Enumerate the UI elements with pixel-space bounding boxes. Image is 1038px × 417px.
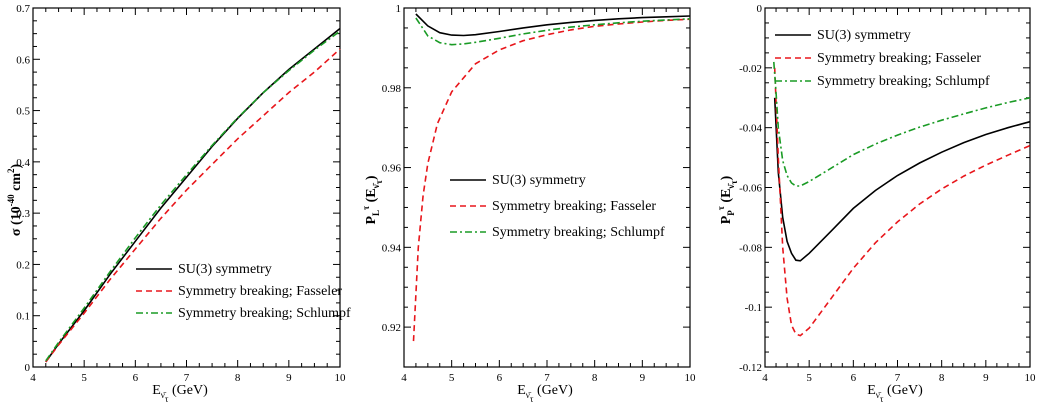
legend-entry-1: SU(3) symmetry xyxy=(178,262,272,277)
x-tick-label: 8 xyxy=(235,372,241,384)
legend: SU(3) symmetry Symmetry breaking; Fassele… xyxy=(136,262,351,321)
series-line-1 xyxy=(45,27,341,363)
series-line-3 xyxy=(45,30,341,362)
x-tick-label: 7 xyxy=(184,372,190,384)
series-line-2 xyxy=(412,18,691,342)
x-tick-label: 4 xyxy=(30,372,36,384)
y-axis-label: PLτ (Eν̄τ) xyxy=(361,175,384,224)
legend: SU(3) symmetry Symmetry breaking; Fassele… xyxy=(450,173,665,240)
legend-entry-3: Symmetry breaking; Schlumpf xyxy=(492,225,665,240)
x-tick-label: 10 xyxy=(1025,372,1037,384)
y-tick-label: 0 xyxy=(757,3,763,15)
y-tick-label: 0.98 xyxy=(382,83,402,95)
series-line-3 xyxy=(773,61,1031,187)
x-axis-label: Eν̄τ (GeV) xyxy=(152,383,208,404)
y-tick-label: 0.3 xyxy=(16,208,30,220)
x-tick-label: 6 xyxy=(851,372,857,384)
x-tick-label: 6 xyxy=(497,372,503,384)
y-tick-label: 0.94 xyxy=(382,242,402,254)
x-axis-label: Eν̄τ (GeV) xyxy=(867,383,923,404)
legend: SU(3) symmetry Symmetry breaking; Fassele… xyxy=(775,28,990,89)
legend-entry-1: SU(3) symmetry xyxy=(492,173,586,188)
x-tick-label: 8 xyxy=(592,372,598,384)
series-line-1 xyxy=(773,97,1031,262)
y-tick-label: 0.1 xyxy=(16,311,30,323)
legend-entry-3: Symmetry breaking; Schlumpf xyxy=(178,306,351,321)
y-tick-label: 0.96 xyxy=(382,163,402,175)
y-tick-label: -0.06 xyxy=(739,183,762,195)
x-axis-label: Eν̄τ (GeV) xyxy=(517,383,573,404)
x-tick-label: 9 xyxy=(983,372,989,384)
legend-entry-2: Symmetry breaking; Fasseler xyxy=(178,284,342,299)
x-tick-label: 8 xyxy=(939,372,945,384)
x-tick-label: 6 xyxy=(133,372,139,384)
x-tick-label: 4 xyxy=(401,372,407,384)
legend-entry-2: Symmetry breaking; Fasseler xyxy=(817,51,981,66)
y-tick-label: 0.4 xyxy=(16,157,30,169)
series-line-3 xyxy=(415,17,691,46)
panel-cross-section: 4 5 6 7 8 9 10 0 0.1 0.2 0.3 0.4 0.5 0.6 0.7 SU(3) symm… xyxy=(6,3,351,404)
series-line-2 xyxy=(45,48,341,363)
x-tick-label: 7 xyxy=(544,372,550,384)
y-tick-label: -0.1 xyxy=(745,302,762,314)
y-tick-label: -0.08 xyxy=(739,242,762,254)
legend-entry-1: SU(3) symmetry xyxy=(817,28,911,43)
x-tick-label: 5 xyxy=(806,372,812,384)
legend-entry-2: Symmetry breaking; Fasseler xyxy=(492,199,656,214)
y-tick-label: 0.92 xyxy=(382,322,401,334)
y-tick-label: 0.7 xyxy=(16,3,30,15)
x-tick-label: 4 xyxy=(762,372,768,384)
x-tick-label: 5 xyxy=(81,372,87,384)
x-tick-label: 10 xyxy=(335,372,347,384)
panel-perpendicular-polarization: 4 5 6 7 8 9 10 -0.12 -0.1 -0.08 -0.06 -0.04 -0.02 0 SU… xyxy=(716,3,1036,404)
legend-entry-3: Symmetry breaking; Schlumpf xyxy=(817,74,990,89)
y-tick-label: 0.6 xyxy=(16,54,30,66)
y-tick-label: -0.12 xyxy=(739,362,762,374)
y-tick-label: 0.2 xyxy=(16,259,30,271)
y-tick-label: 1 xyxy=(396,3,402,15)
series-line-1 xyxy=(415,13,691,37)
series-line-2 xyxy=(773,67,1031,337)
x-tick-label: 10 xyxy=(685,372,697,384)
y-tick-label: 0.5 xyxy=(16,106,30,118)
y-tick-label: -0.02 xyxy=(739,63,762,75)
x-tick-label: 9 xyxy=(640,372,646,384)
x-tick-label: 9 xyxy=(286,372,292,384)
y-tick-label: 0 xyxy=(25,362,31,374)
x-tick-label: 7 xyxy=(895,372,901,384)
y-axis-label: PPτ (Eν̄τ) xyxy=(716,175,739,224)
y-axis-label: σ (10-40 cm2) xyxy=(6,164,24,237)
y-tick-label: -0.04 xyxy=(739,123,762,135)
x-tick-label: 5 xyxy=(449,372,455,384)
